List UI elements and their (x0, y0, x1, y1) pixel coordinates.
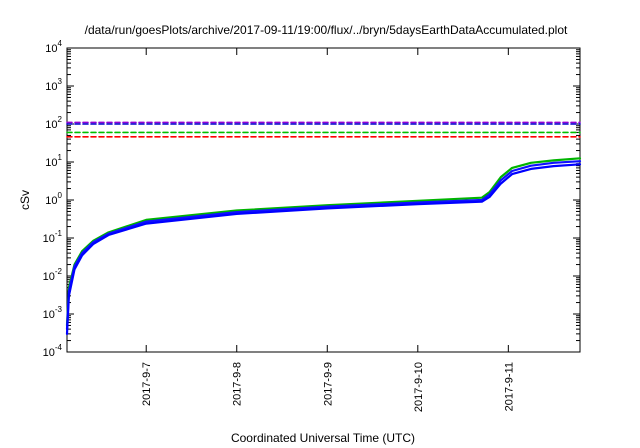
series-layer (65, 121, 582, 335)
y-tick-label: 100 (45, 191, 62, 207)
y-tick-label: 104 (45, 39, 62, 55)
plot-border (66, 47, 581, 353)
series-line-2 (65, 163, 582, 335)
series-line-0 (65, 157, 582, 327)
chart-title: /data/run/goesPlots/archive/2017-09-11/1… (85, 23, 568, 37)
x-tick-label: 2017-9-7 (141, 362, 153, 406)
x-tick-label: 2017-9-10 (413, 362, 425, 412)
y-tick-label: 10-1 (43, 229, 63, 245)
y-tick-label: 102 (45, 115, 62, 131)
x-tick-label: 2017-9-8 (232, 362, 244, 406)
y-axis-label: cSv (18, 190, 32, 210)
series-line-1 (65, 160, 582, 331)
x-tick-label: 2017-9-9 (322, 362, 334, 406)
y-tick-label: 10-4 (43, 343, 63, 359)
y-tick-label: 10-3 (43, 305, 63, 321)
y-tick-label: 101 (45, 153, 62, 169)
x-axis: 2017-9-7 2017-9-8 2017-9-9 2017-9-10 2017-9-… (141, 48, 515, 412)
y-tick-label: 10-2 (43, 267, 63, 283)
y-axis: 10-4 10-3 10-2 10-1 100 101 102 103 104 (43, 39, 580, 359)
y-tick-label: 103 (45, 77, 62, 93)
plot-area (66, 47, 581, 353)
x-tick-label: 2017-9-11 (503, 362, 515, 411)
x-axis-label: Coordinated Universal Time (UTC) (231, 431, 415, 445)
